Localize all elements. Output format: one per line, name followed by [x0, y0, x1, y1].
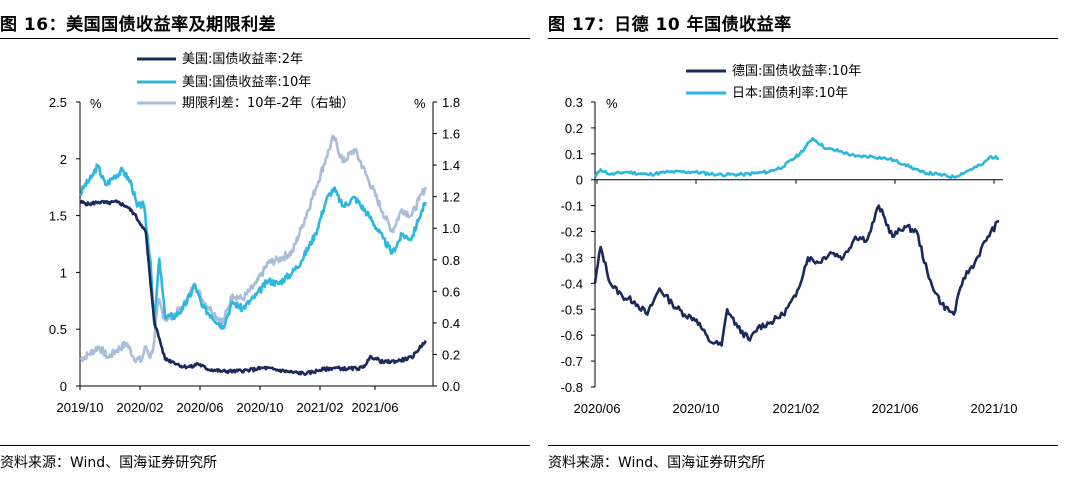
figure-16-panel: 图 16：美国国债收益率及期限利差 美国:国债收益率:2年 美国:国债收益率:10…: [0, 0, 530, 492]
y-tick-label: -0.2: [561, 225, 583, 240]
source-note: 资料来源：Wind、国海证券研究所: [0, 455, 218, 471]
legend-label: 期限利差：10年-2年（右轴）: [182, 96, 355, 111]
series-line: [79, 199, 427, 377]
x-tick-label: 2021/02: [297, 400, 344, 415]
series-line: [79, 134, 427, 364]
y-tick-label: -0.1: [561, 199, 583, 214]
y-tick-label: 0.1: [565, 147, 583, 162]
y-right-tick-label: 1.4: [442, 158, 460, 173]
y-right-tick-label: 0.2: [442, 347, 460, 362]
chart-title: 图 16：美国国债收益率及期限利差: [0, 15, 277, 35]
source-note: 资料来源：Wind、国海证券研究所: [548, 455, 766, 471]
y-right-tick-label: 1.0: [442, 221, 460, 236]
legend-label: 美国:国债收益率:2年: [182, 51, 303, 67]
x-tick-label: 2021/06: [352, 400, 399, 415]
y-right-tick-label: 1.8: [442, 95, 460, 110]
y-tick-label: -0.6: [561, 328, 583, 343]
y-right-tick-label: 0.0: [442, 379, 460, 394]
x-tick-label: 2020/06: [574, 401, 621, 416]
x-tick-label: 2020/10: [237, 400, 284, 415]
x-tick-label: 2020/10: [673, 401, 720, 416]
x-tick-label: 2021/06: [872, 401, 919, 416]
y-tick-label: -0.7: [561, 354, 583, 369]
x-tick-label: 2020/02: [117, 400, 164, 415]
y-tick-label: 2: [60, 152, 67, 167]
y-tick-label: 1.5: [49, 209, 67, 224]
source-rule: [0, 445, 530, 446]
x-tick-label: 2021/02: [773, 401, 820, 416]
series-line: [593, 204, 1000, 347]
y-right-axis-unit: %: [414, 96, 426, 111]
y-tick-label: 0.3: [565, 95, 583, 110]
series-line: [79, 163, 427, 330]
series-line: [593, 137, 1000, 180]
legend-label: 美国:国债收益率:10年: [182, 74, 311, 90]
y-tick-label: -0.8: [561, 380, 583, 395]
y-tick-label: -0.4: [561, 276, 583, 291]
x-tick-label: 2020/06: [177, 400, 224, 415]
x-tick-label: 2019/10: [57, 400, 104, 415]
y-tick-label: -0.3: [561, 250, 583, 265]
legend-label: 日本:国债利率:10年: [732, 85, 848, 101]
y-tick-label: 1: [60, 265, 67, 280]
title-rule: [0, 38, 530, 39]
y-right-tick-label: 0.4: [442, 316, 460, 331]
y-tick-label: 0: [576, 173, 583, 188]
title-rule: [548, 38, 1058, 39]
source-rule: [548, 445, 1058, 446]
y-tick-label: 0.2: [565, 121, 583, 136]
y-right-tick-label: 0.6: [442, 284, 460, 299]
y-axis-unit: %: [606, 96, 618, 111]
x-tick-label: 2021/10: [971, 401, 1018, 416]
legend-label: 德国:国债收益率:10年: [732, 63, 861, 79]
y-right-tick-label: 1.2: [442, 190, 460, 205]
y-tick-label: -0.5: [561, 302, 583, 317]
y-tick-label: 0: [60, 379, 67, 394]
y-right-tick-label: 1.6: [442, 127, 460, 142]
y-tick-label: 0.5: [49, 322, 67, 337]
y-right-tick-label: 0.8: [442, 253, 460, 268]
figure-17-panel: 图 17：日德 10 年国债收益率 德国:国债收益率:10年 日本:国债利率:10…: [548, 0, 1066, 492]
chart-title: 图 17：日德 10 年国债收益率: [548, 15, 792, 35]
y-axis-unit: %: [90, 96, 102, 111]
y-tick-label: 2.5: [49, 95, 67, 110]
